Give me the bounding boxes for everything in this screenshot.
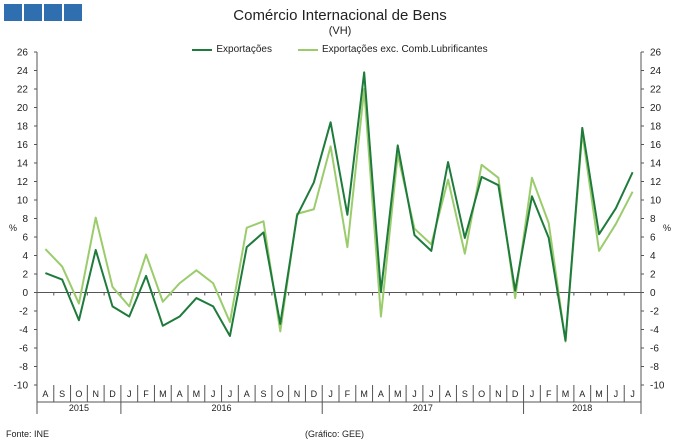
x-tick-label: F bbox=[345, 389, 351, 399]
y-tick-label-left: 8 bbox=[22, 214, 28, 225]
y-tick-label-right: -8 bbox=[650, 362, 659, 373]
logo-square bbox=[4, 4, 22, 21]
y-tick-label-right: 14 bbox=[650, 159, 662, 170]
y-tick-label-left: -10 bbox=[14, 381, 29, 392]
x-tick-label: M bbox=[193, 389, 201, 399]
x-tick-label: N bbox=[92, 389, 99, 399]
y-tick-label-right: 12 bbox=[650, 177, 662, 188]
x-tick-label: A bbox=[244, 389, 250, 399]
y-tick-label-right: -4 bbox=[650, 325, 659, 336]
x-tick-label: N bbox=[294, 389, 301, 399]
y-tick-label-right: -2 bbox=[650, 307, 659, 318]
x-tick-label: N bbox=[495, 389, 502, 399]
x-tick-label: M bbox=[159, 389, 167, 399]
y-tick-label-left: 24 bbox=[17, 66, 29, 77]
x-tick-label: J bbox=[530, 389, 535, 399]
logo-square bbox=[24, 4, 42, 21]
y-tick-label-right: 10 bbox=[650, 196, 662, 207]
x-tick-label: J bbox=[614, 389, 619, 399]
y-tick-label-right: 18 bbox=[650, 122, 662, 133]
y-tick-label-right: 20 bbox=[650, 103, 662, 114]
credit-note: (Gráfico: GEE) bbox=[305, 429, 365, 439]
x-tick-label: M bbox=[562, 389, 570, 399]
legend-swatch-exportacoes bbox=[192, 48, 213, 51]
legend-item-exportacoes-exc: Exportações exc. Comb.Lubrificantes bbox=[297, 44, 488, 55]
legend-label-exportacoes: Exportações bbox=[216, 44, 272, 55]
y-tick-label-right: -10 bbox=[650, 381, 665, 392]
y-tick-label-left: -6 bbox=[19, 344, 28, 355]
x-tick-label: M bbox=[394, 389, 402, 399]
logo-square bbox=[64, 4, 82, 21]
y-tick-label-left: 0 bbox=[22, 288, 28, 299]
x-tick-label: J bbox=[429, 389, 434, 399]
y-tick-label-right: 26 bbox=[650, 48, 662, 59]
y-tick-label-left: 12 bbox=[17, 177, 29, 188]
y-tick-label-right: 6 bbox=[650, 233, 656, 244]
year-label: 2018 bbox=[572, 403, 592, 413]
year-label: 2015 bbox=[69, 403, 89, 413]
logo bbox=[4, 4, 82, 21]
y-tick-label-right: 4 bbox=[650, 251, 656, 262]
y-tick-label-right: 2 bbox=[650, 270, 656, 281]
y-tick-label-left: 6 bbox=[22, 233, 28, 244]
x-tick-label: J bbox=[630, 389, 635, 399]
x-tick-label: J bbox=[228, 389, 233, 399]
x-tick-label: J bbox=[328, 389, 333, 399]
legend-label-exportacoes-exc: Exportações exc. Comb.Lubrificantes bbox=[321, 44, 488, 55]
x-tick-label: M bbox=[595, 389, 603, 399]
x-tick-label: A bbox=[378, 389, 384, 399]
year-label: 2017 bbox=[413, 403, 433, 413]
x-tick-label: D bbox=[311, 389, 318, 399]
x-tick-label: A bbox=[445, 389, 451, 399]
x-tick-label: F bbox=[546, 389, 552, 399]
y-tick-label-left: 20 bbox=[17, 103, 29, 114]
y-tick-label-left: 22 bbox=[17, 85, 29, 96]
x-tick-label: O bbox=[478, 389, 485, 399]
y-tick-label-right: 16 bbox=[650, 140, 662, 151]
x-tick-label: S bbox=[462, 389, 468, 399]
x-tick-label: J bbox=[412, 389, 417, 399]
x-tick-label: A bbox=[42, 389, 48, 399]
chart-subtitle: (VH) bbox=[328, 25, 352, 37]
year-label: 2016 bbox=[212, 403, 232, 413]
legend-item-exportacoes: Exportações bbox=[192, 44, 272, 55]
y-tick-label-right: 8 bbox=[650, 214, 656, 225]
x-tick-label: J bbox=[127, 389, 132, 399]
x-tick-label: S bbox=[260, 389, 266, 399]
y-tick-label-left: -2 bbox=[19, 307, 28, 318]
y-tick-label-right: 0 bbox=[650, 288, 656, 299]
y-tick-label-left: -8 bbox=[19, 362, 28, 373]
chart-title: Comércio Internacional de Bens bbox=[233, 7, 447, 24]
y-tick-label-left: 4 bbox=[22, 251, 28, 262]
series-line-exportacoes-exc bbox=[44, 88, 634, 343]
y-axis-title-right: % bbox=[663, 223, 671, 233]
x-tick-label: A bbox=[579, 389, 585, 399]
y-tick-label-left: 26 bbox=[17, 48, 29, 59]
y-tick-label-left: -4 bbox=[19, 325, 28, 336]
y-tick-label-left: 14 bbox=[17, 159, 29, 170]
x-tick-label: F bbox=[143, 389, 149, 399]
y-tick-label-right: -6 bbox=[650, 344, 659, 355]
series-line-exportacoes bbox=[45, 71, 634, 342]
x-tick-label: D bbox=[512, 389, 519, 399]
x-tick-label: D bbox=[109, 389, 116, 399]
x-tick-label: O bbox=[75, 389, 82, 399]
y-tick-label-left: 10 bbox=[17, 196, 29, 207]
x-tick-label: O bbox=[277, 389, 284, 399]
x-tick-label: J bbox=[211, 389, 216, 399]
y-tick-label-right: 22 bbox=[650, 85, 662, 96]
y-tick-label-left: 18 bbox=[17, 122, 29, 133]
logo-square bbox=[44, 4, 62, 21]
y-tick-label-right: 24 bbox=[650, 66, 662, 77]
source-note: Fonte: INE bbox=[6, 429, 50, 439]
y-axis-title-left: % bbox=[9, 223, 17, 233]
y-tick-label-left: 16 bbox=[17, 140, 29, 151]
legend: Exportações Exportações exc. Comb.Lubrif… bbox=[0, 44, 680, 55]
x-tick-label: M bbox=[360, 389, 368, 399]
y-tick-label-left: 2 bbox=[22, 270, 28, 281]
legend-swatch-exportacoes-exc bbox=[297, 48, 318, 51]
x-tick-label: S bbox=[59, 389, 65, 399]
x-tick-label: A bbox=[177, 389, 183, 399]
